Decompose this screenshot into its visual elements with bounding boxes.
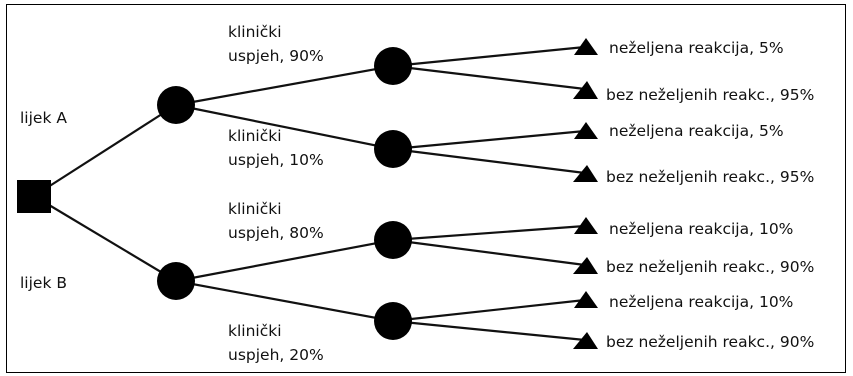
- edge-b-to-branch-1: [175, 238, 394, 283]
- terminal-node-a2-1: [574, 122, 598, 139]
- outcome-label-b2-2: bez neželjenih reakc., 90%: [606, 333, 815, 351]
- edge-b1-to-outcome-2: [392, 238, 586, 267]
- chance-node-b2: [374, 302, 412, 340]
- terminal-node-b1-1: [574, 217, 598, 234]
- chance-node-a2: [374, 130, 412, 168]
- terminal-node-a1-2: [573, 81, 598, 99]
- outcome-label-b2-1: neželjena reakcija, 10%: [609, 293, 794, 311]
- chance-node-b1: [374, 221, 412, 259]
- outcome-label-a2-1: neželjena reakcija, 5%: [609, 122, 784, 140]
- edge-b2-to-outcome-1: [392, 298, 586, 323]
- edge-b1-to-outcome-1: [392, 224, 586, 242]
- diagram-frame: [6, 4, 846, 373]
- branch-label-b2: klinički uspjeh, 20%: [228, 322, 324, 365]
- option-label-lijek-a: lijek A: [20, 109, 67, 127]
- edge-decision-to-lijek-a: [33, 104, 177, 197]
- branch-label-b1: klinički uspjeh, 80%: [228, 200, 324, 243]
- edge-a-to-branch-2: [175, 103, 394, 151]
- outcome-label-b1-1: neželjena reakcija, 10%: [609, 220, 794, 238]
- chance-node-lijek-a: [157, 86, 195, 124]
- chance-node-lijek-b: [157, 262, 195, 300]
- edge-b2-to-outcome-2: [392, 319, 586, 342]
- outcome-label-b1-2: bez neželjenih reakc., 90%: [606, 258, 815, 276]
- terminal-node-b2-1: [574, 291, 598, 308]
- decision-node: [17, 180, 51, 213]
- edge-b-to-branch-2: [175, 279, 394, 323]
- outcome-label-a2-2: bez neželjenih reakc., 95%: [606, 168, 815, 186]
- edge-a2-to-outcome-2: [392, 147, 586, 175]
- edge-a1-to-outcome-1: [392, 45, 586, 68]
- edge-a-to-branch-1: [175, 64, 394, 107]
- branch-label-a1: klinički uspjeh, 90%: [228, 23, 324, 66]
- terminal-node-b1-2: [573, 257, 598, 274]
- edge-a1-to-outcome-2: [392, 64, 586, 91]
- option-label-lijek-b: lijek B: [20, 274, 67, 292]
- terminal-node-a2-2: [573, 165, 598, 182]
- terminal-node-a1-1: [574, 38, 598, 55]
- chance-node-a1: [374, 47, 412, 85]
- outcome-label-a1-2: bez neželjenih reakc., 95%: [606, 86, 815, 104]
- branch-label-a2: klinički uspjeh, 10%: [228, 127, 324, 170]
- edge-a2-to-outcome-1: [392, 129, 586, 151]
- outcome-label-a1-1: neželjena reakcija, 5%: [609, 39, 784, 57]
- edge-decision-to-lijek-b: [33, 195, 177, 282]
- terminal-node-b2-2: [573, 332, 598, 349]
